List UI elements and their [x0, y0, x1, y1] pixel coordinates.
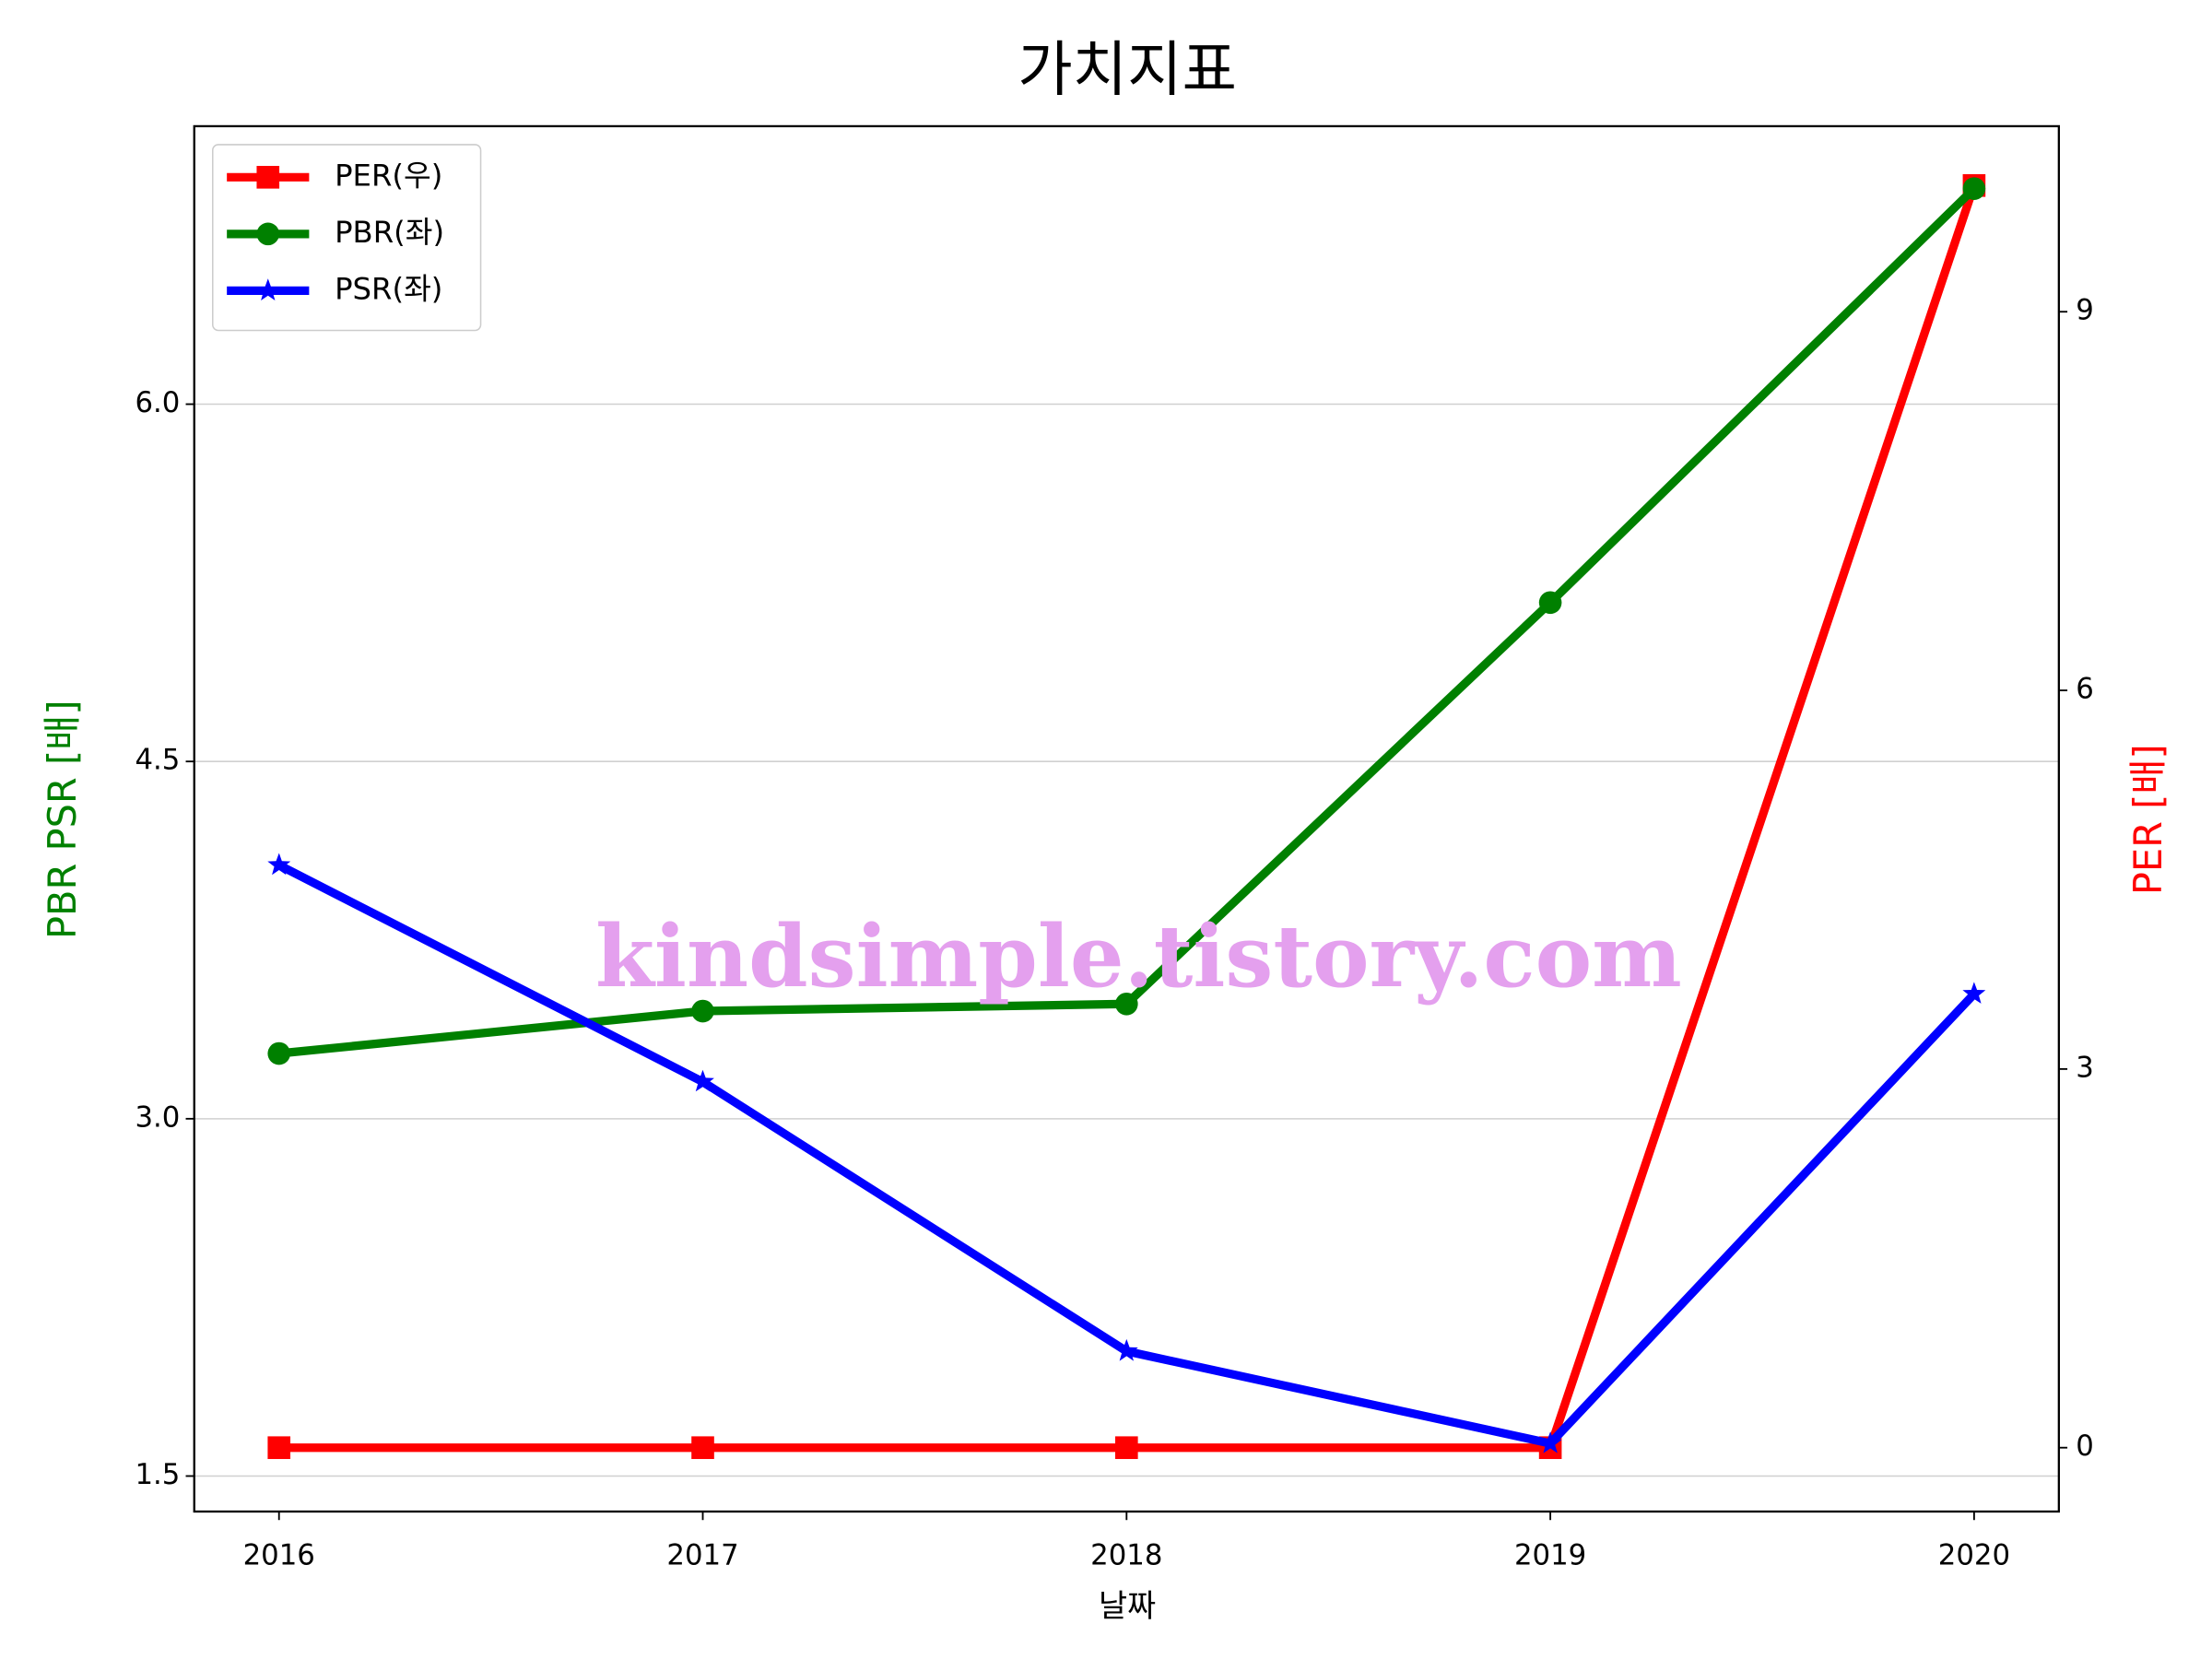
legend-label: PBR(좌)	[335, 215, 444, 250]
marker	[267, 853, 291, 876]
marker	[267, 1041, 291, 1065]
legend-box	[212, 144, 482, 332]
legend-marker	[256, 222, 280, 246]
legend-marker	[256, 166, 280, 189]
marker	[1115, 992, 1138, 1016]
marker	[1962, 982, 1986, 1004]
marker	[691, 999, 714, 1023]
y-tick-label: 6.0	[135, 386, 180, 419]
legend-label: PER(우)	[335, 158, 442, 193]
chart-title: 가치지표	[1018, 36, 1237, 105]
x-tick-label: 2020	[1938, 1539, 2010, 1572]
x-tick-label: 2017	[666, 1539, 738, 1572]
x-tick-label: 2016	[243, 1539, 315, 1572]
y-tick-label: 3.0	[135, 1100, 180, 1134]
marker	[1962, 177, 1986, 200]
marker	[1538, 1431, 1562, 1453]
legend: PER(우) PBR(좌) PSR(좌)	[212, 144, 482, 332]
x-tick-label: 2019	[1514, 1539, 1586, 1572]
y2-tick-label: 6	[2076, 673, 2094, 706]
y-tick-label: 4.5	[135, 744, 180, 777]
legend-label: PSR(좌)	[335, 271, 442, 306]
y2-tick-label: 9	[2076, 294, 2094, 327]
marker	[1538, 591, 1562, 615]
marker	[691, 1069, 714, 1092]
marker	[691, 1436, 714, 1460]
x-tick-label: 2018	[1090, 1539, 1162, 1572]
watermark: kindsimple.tistory.com	[595, 906, 1682, 1006]
marker	[1114, 1338, 1138, 1361]
y2-tick-label: 3	[2076, 1051, 2094, 1084]
y-tick-label: 1.5	[135, 1458, 180, 1491]
y2-tick-label: 0	[2076, 1430, 2094, 1463]
legend-marker	[256, 278, 280, 300]
marker	[1115, 1436, 1138, 1460]
y2-axis-label: PER [배]	[2125, 744, 2171, 895]
marker	[267, 1436, 291, 1460]
y-axis-label: PBR PSR [배]	[40, 700, 85, 939]
plot-frame	[193, 124, 2060, 1513]
x-axis-label: 날짜	[1099, 1588, 1156, 1624]
